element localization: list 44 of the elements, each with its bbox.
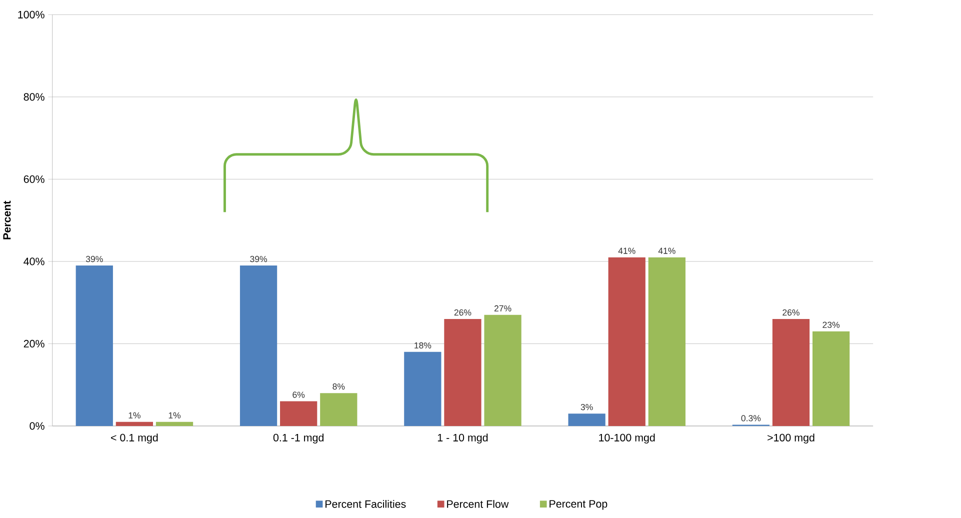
data-label: 26% xyxy=(782,309,800,316)
bar xyxy=(404,352,442,426)
y-tick-label: 60% xyxy=(24,175,44,184)
bar xyxy=(484,315,522,426)
bar xyxy=(772,319,810,426)
data-label: 39% xyxy=(86,256,103,262)
legend-label: Percent Flow xyxy=(447,500,509,508)
bar xyxy=(608,257,646,426)
bar xyxy=(280,401,318,426)
bar xyxy=(240,266,278,426)
data-label: 3% xyxy=(580,404,593,410)
y-tick-label: 80% xyxy=(24,93,44,101)
data-label: 1% xyxy=(168,412,181,419)
data-label: 41% xyxy=(618,248,636,254)
legend-label: Percent Pop xyxy=(550,500,608,510)
y-tick-label: 100% xyxy=(18,10,44,19)
data-label: 41% xyxy=(658,248,676,254)
y-tick-label: 40% xyxy=(24,258,44,266)
data-label: 1% xyxy=(128,412,140,419)
data-label: 23% xyxy=(822,322,840,328)
bar xyxy=(812,331,850,426)
data-label: 8% xyxy=(332,384,345,390)
data-label: 39% xyxy=(250,256,267,262)
bar xyxy=(648,257,686,426)
data-label: 18% xyxy=(414,342,432,349)
data-label: 6% xyxy=(292,392,305,398)
data-label: 26% xyxy=(454,309,472,316)
x-tick-label: >100 mgd xyxy=(768,434,814,444)
x-tick-label: 1 - 10 mgd xyxy=(438,434,488,444)
bar xyxy=(320,393,358,426)
bar xyxy=(76,266,113,426)
y-tick-label: 0% xyxy=(30,422,44,430)
x-tick-label: 0.1 -1 mgd xyxy=(273,434,324,444)
x-tick-label: < 0.1 mgd xyxy=(111,434,158,444)
data-label: 27% xyxy=(494,305,512,312)
bar xyxy=(444,319,482,426)
bar xyxy=(116,422,154,426)
legend-label: Percent Facilities xyxy=(326,500,406,508)
y-axis-title: Percent xyxy=(3,200,11,240)
data-label: 0.3% xyxy=(741,415,761,422)
bar xyxy=(156,422,194,426)
bar xyxy=(568,414,606,426)
x-tick-label: 10-100 mgd xyxy=(599,434,655,444)
y-tick-label: 20% xyxy=(24,340,44,348)
